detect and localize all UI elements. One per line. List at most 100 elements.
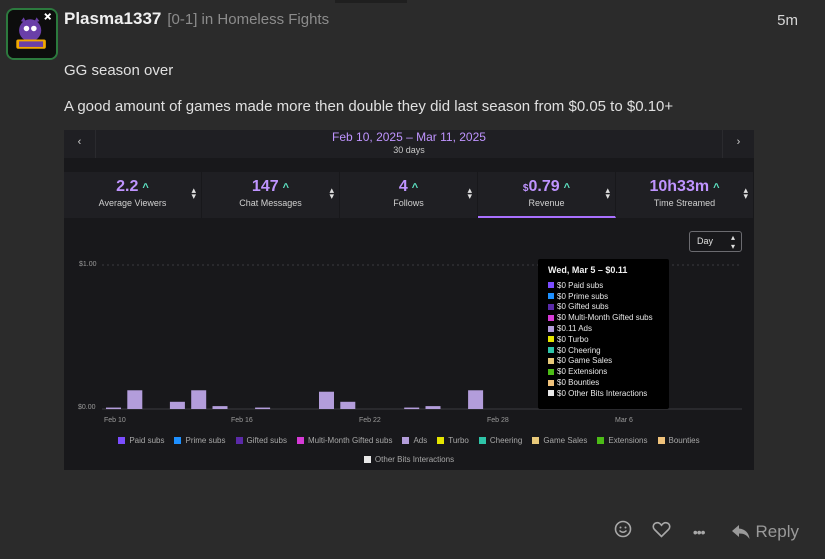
bar-feb-21[interactable] [340,401,356,409]
currency-symbol: $ [522,183,529,194]
post-paragraph-2: A good amount of games made more then do… [64,98,674,115]
username[interactable]: Plasma1337 [64,9,162,28]
legend-item[interactable]: Turbo [437,436,469,445]
tooltip-row-text: $0 Paid subs [557,280,604,290]
legend-swatch [118,437,126,444]
up-arrow-icon: ^ [713,182,720,194]
tooltip-row: $0 Multi-Month Gifted subs [548,312,669,323]
tooltip-row-text: $0 Turbo [557,334,589,344]
tooltip-row: $0 Extensions [548,366,669,377]
legend-item[interactable]: Ads [402,436,427,445]
legend-swatch [548,314,554,321]
up-arrow-icon: ^ [282,182,290,194]
legend-label: Bounties [668,436,700,445]
post-actions: ••• Reply [614,520,799,543]
stat-average-viewers[interactable]: 2.2 ^ Average Viewers ▴ ▾ [64,172,202,218]
tooltip-row: $0 Prime subs [548,291,669,302]
chevron-left-icon[interactable]: ‹ [64,130,96,158]
legend-item[interactable]: Gifted subs [235,436,287,445]
legend-swatch [548,368,554,375]
period-select[interactable]: Day ▴ ▾ [689,231,742,252]
bar-feb-25[interactable] [425,406,441,409]
stat-label: Chat Messages [239,198,302,208]
bar-feb-11[interactable] [127,390,143,409]
tooltip-row: $0.11 Ads [548,323,669,334]
legend-swatch [174,437,182,444]
avatar[interactable] [6,8,58,60]
stat-label: Time Streamed [653,198,716,208]
legend-swatch [657,437,665,444]
stat-value: 147 [251,178,279,195]
bar-feb-13[interactable] [169,401,185,409]
chart-legend: Paid subs Prime subs Gifted subs Multi-Mont… [64,436,754,474]
legend-label: Game Sales [543,436,588,445]
tooltip-row-text: $0 Multi-Month Gifted subs [557,313,653,323]
legend-swatch [597,437,605,444]
post-header: Plasma1337 [0-1] in Homeless Fights [64,9,329,29]
stat-label: Revenue [528,198,565,208]
y-tick-label: $0.00 [78,404,96,411]
legend-swatch [548,379,554,386]
legend-swatch [296,437,304,444]
date-range-days: 30 days [393,145,425,155]
top-divider [335,0,407,3]
legend-item[interactable]: Bounties [657,436,700,445]
stat-follows[interactable]: 4 ^ Follows ▴ ▾ [340,172,478,218]
sort-icon[interactable]: ▴ ▾ [743,185,748,201]
up-arrow-icon: ^ [142,182,149,194]
tooltip-row-text: $0 Game Sales [557,356,613,366]
bar-feb-15[interactable] [212,406,228,409]
stat-chat-messages[interactable]: 147 ^ Chat Messages ▴ ▾ [202,172,340,218]
sort-icon[interactable]: ▴ ▾ [467,185,472,201]
legend-item[interactable]: Paid subs [118,436,164,445]
legend-item[interactable]: Cheering [478,436,522,445]
post-time[interactable]: 5m [777,12,798,29]
legend-label: Multi-Month Gifted subs [307,436,393,445]
legend-item[interactable]: Game Sales [532,436,587,445]
bar-feb-27[interactable] [468,390,484,409]
bar-feb-24[interactable] [404,407,420,410]
stat-time-streamed[interactable]: 10h33m ^ Time Streamed ▴ ▾ [616,172,754,218]
legend-item[interactable]: Prime subs [174,436,226,445]
stat-value: 10h33m [649,178,710,195]
heart-icon[interactable] [652,521,671,543]
revenue-screenshot[interactable]: ‹ Feb 10, 2025 – Mar 11, 2025 30 days › … [64,130,754,470]
x-tick-label: Feb 16 [231,417,253,424]
legend-swatch [548,357,554,364]
sort-icon[interactable]: ▴ ▾ [605,185,610,201]
tooltip-row: $0 Turbo [548,334,669,345]
legend-swatch [532,437,540,444]
sort-icon[interactable]: ▴ ▾ [329,185,334,201]
bar-feb-14[interactable] [191,390,207,409]
chevron-right-icon[interactable]: › [722,130,754,158]
legend-swatch [548,303,554,310]
bar-feb-17[interactable] [255,407,271,410]
reply-arrow-icon [731,524,750,539]
avatar-image [8,10,56,58]
x-tick-label: Feb 10 [104,417,126,424]
legend-swatch [548,390,554,397]
user-flair[interactable]: [0-1] in Homeless Fights [167,11,330,28]
legend-swatch [235,437,243,444]
legend-item[interactable]: Extensions [597,436,648,445]
stat-revenue[interactable]: $0.79 ^ Revenue ▴ ▾ [478,172,616,218]
legend-label: Paid subs [129,436,165,445]
legend-item[interactable]: Other Bits Interactions [363,455,454,464]
more-dots-icon[interactable]: ••• [692,523,706,540]
tooltip-row-text: $0 Cheering [557,345,601,355]
bar-feb-20[interactable] [319,391,334,409]
tooltip-row-text: $0.11 Ads [557,324,592,334]
tooltip-title: Wed, Mar 5 – $0.11 [548,265,628,275]
legend-item[interactable]: Multi-Month Gifted subs [296,436,393,445]
tooltip-row: $0 Paid subs [548,280,669,291]
tooltip-row: $0 Bounties [548,377,669,388]
bar-feb-10[interactable] [106,407,121,410]
smiley-icon[interactable] [614,520,632,543]
legend-swatch [363,456,371,463]
x-tick-label: Feb 22 [359,417,381,424]
revenue-chart [102,264,742,410]
reply-button[interactable]: Reply [731,522,799,542]
sort-icon[interactable]: ▴ ▾ [191,185,196,201]
legend-label: Gifted subs [246,436,287,445]
tooltip-row: $0 Cheering [548,345,669,356]
